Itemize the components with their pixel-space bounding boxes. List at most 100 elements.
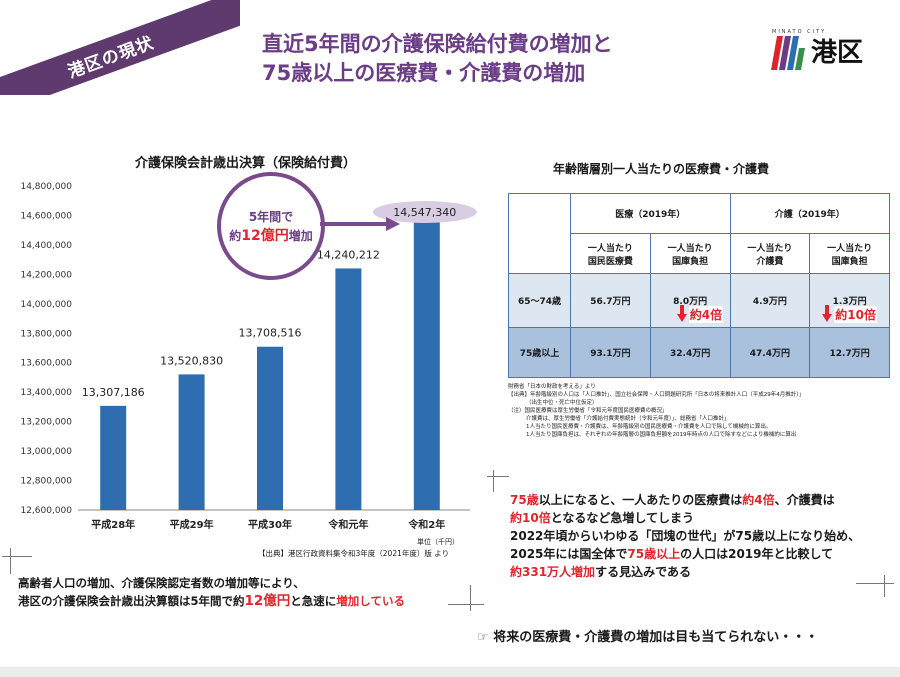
col-med-per-person-l2: 国民医療費 bbox=[587, 256, 633, 267]
x-tick-label: 平成28年 bbox=[91, 518, 135, 531]
med-treasury-cell: 32.4万円 bbox=[649, 327, 731, 378]
bar bbox=[413, 222, 440, 510]
y-tick-label: 13,800,000 bbox=[20, 329, 72, 339]
corner-mark bbox=[884, 575, 885, 597]
chart-title: 介護保険会計歳出決算（保険給付費） bbox=[135, 156, 357, 171]
data-label: 13,708,516 bbox=[239, 327, 302, 340]
col-care-treasury-l2: 国庫負担 bbox=[831, 256, 868, 267]
text-75: 75歳 bbox=[510, 493, 539, 507]
col-care-per-person: 一人当たり 介護費 bbox=[729, 233, 811, 274]
table-row: 75歳以上 93.1万円 32.4万円 47.4万円 12.7万円 bbox=[508, 327, 890, 378]
corner-mark bbox=[470, 585, 471, 611]
corner-mark bbox=[493, 470, 494, 492]
corner-mark bbox=[487, 476, 509, 477]
care-treasury-cell: 12.7万円 bbox=[809, 327, 890, 378]
note-line: 【出典】年齢階級別の人口は「人口推計」、国立社会保障・人口問題研究所「日本の将来… bbox=[508, 392, 805, 398]
col-med-treasury-l1: 一人当たり bbox=[667, 243, 713, 254]
data-label: 13,520,830 bbox=[160, 354, 223, 367]
care-treasury-value: 1.3万円 bbox=[832, 297, 867, 307]
callout-line-1: 5年間で bbox=[248, 209, 294, 224]
med-per-person-cell: 56.7万円 bbox=[570, 273, 651, 328]
unit-label: 単位（千円） bbox=[417, 538, 459, 546]
title-line-1: 直近5年間の介護保険給付費の増加と bbox=[262, 32, 613, 56]
x-tick-label: 平成30年 bbox=[248, 518, 292, 531]
y-tick-label: 14,200,000 bbox=[20, 270, 72, 280]
footer-band bbox=[0, 667, 900, 677]
age-cell: 65～74歳 bbox=[508, 273, 571, 328]
x-tick-label: 平成29年 bbox=[170, 518, 214, 531]
source-notes: 財務省「日本の財政を考える」より 【出典】年齢階級別の人口は「人口推計」、国立社… bbox=[508, 383, 898, 439]
group-care-header: 介護（2019年） bbox=[729, 193, 890, 234]
increase-callout: 5年間で 約12億円増加 bbox=[217, 172, 325, 280]
col-med-per-person: 一人当たり 国民医療費 bbox=[570, 233, 651, 274]
summary-line-5: 約331万人増加する見込みである bbox=[510, 563, 860, 581]
note-line: 1人当たり国民医療費・介護費は、年齢階級別の国民医療費・介護費を人口で除して機械… bbox=[526, 424, 772, 430]
text-fragment: 以上になると、一人あたりの医療費は bbox=[538, 493, 743, 507]
x-tick-label: 令和元年 bbox=[327, 518, 368, 531]
y-tick-label: 12,600,000 bbox=[20, 506, 72, 516]
y-tick-label: 13,400,000 bbox=[20, 388, 72, 398]
table-header-row-2: 一人当たり 国民医療費 一人当たり 国庫負担 一人当たり 介護費 一人当たり 国庫負担 bbox=[509, 233, 890, 274]
page-title: 直近5年間の介護保険給付費の増加と 75歳以上の医療費・介護費の増加 bbox=[262, 30, 613, 88]
care-per-person-cell: 47.4万円 bbox=[729, 327, 811, 378]
data-label: 14,547,340 bbox=[393, 206, 456, 219]
pointing-hand-icon: ☞ bbox=[477, 630, 489, 645]
text-fragment: 港区の介護保険会計歳出決算額は5年間で約 bbox=[18, 594, 245, 608]
y-tick-label: 14,000,000 bbox=[20, 300, 72, 310]
y-tick-label: 13,600,000 bbox=[20, 359, 72, 369]
table-title: 年齢階層別一人当たりの医療費・介護費 bbox=[553, 162, 770, 176]
logo-small-text: MINATO CITY bbox=[772, 29, 827, 35]
down-arrow-icon bbox=[676, 305, 687, 323]
ratio-care-note: 約10倍 bbox=[822, 305, 877, 323]
y-tick-label: 13,200,000 bbox=[20, 418, 72, 428]
logo-name: 港区 bbox=[811, 38, 864, 68]
bar bbox=[335, 268, 362, 510]
down-arrow-icon bbox=[822, 305, 833, 323]
col-care-per-person-l1: 一人当たり bbox=[747, 243, 793, 254]
bottom-message: ☞ 将来の医療費・介護費の増加は目も当てられない・・・ bbox=[477, 626, 818, 645]
summary-line-2: 約10倍となるなど急増してしまう bbox=[510, 509, 860, 527]
group-medical-header: 医療（2019年） bbox=[570, 193, 731, 234]
text-fragment: の人口は2019年と比較して bbox=[680, 547, 834, 561]
data-label: 14,240,212 bbox=[317, 248, 380, 261]
data-label: 13,307,186 bbox=[82, 386, 145, 399]
text-approx: 約 bbox=[510, 511, 523, 525]
note-line: 財務省「日本の財政を考える」より bbox=[508, 384, 596, 390]
callout-arrow-icon bbox=[320, 217, 400, 231]
y-tick-label: 14,400,000 bbox=[20, 241, 72, 251]
summary-line-3: 2022年頃からいわゆる「団塊の世代」が75歳以上になり始め、 bbox=[510, 529, 861, 543]
text-10x: 10倍 bbox=[522, 511, 551, 525]
callout-prefix: 約 bbox=[229, 228, 242, 243]
title-line-2: 75歳以上の医療費・介護費の増加 bbox=[262, 61, 586, 85]
value-highlight bbox=[372, 201, 477, 223]
text-12oku: 12億円 bbox=[244, 593, 291, 609]
ratio-care: 約10倍 bbox=[834, 305, 877, 323]
care-cost-summary: 高齢者人口の増加、介護保険認定者数の増加等により、 港区の介護保険会計歳出決算額… bbox=[18, 574, 405, 610]
corner-mark bbox=[448, 604, 484, 605]
bottom-message-text: 将来の医療費・介護費の増加は目も当てられない・・・ bbox=[493, 630, 819, 645]
text-fragment: 、介護費は bbox=[774, 493, 835, 507]
col-care-treasury: 一人当たり 国庫負担 bbox=[809, 233, 890, 274]
col-med-treasury-l2: 国庫負担 bbox=[672, 256, 709, 267]
corner-mark bbox=[856, 583, 894, 584]
note-line: 1人当たり国庫負担は、それぞれの年齢階層の国庫負担額を2019年時点の人口で除す… bbox=[526, 432, 797, 438]
text-75-plus: 75歳以上 bbox=[627, 547, 681, 561]
text-fragment: と急速に bbox=[290, 594, 337, 608]
age-cell: 75歳以上 bbox=[508, 327, 571, 378]
x-tick-label: 令和2年 bbox=[407, 518, 445, 531]
summary-line-4: 2025年には国全体で75歳以上の人口は2019年と比較して bbox=[510, 545, 860, 563]
callout-suffix: 増加 bbox=[288, 228, 313, 243]
text-fragment: する見込みである bbox=[595, 565, 691, 579]
y-tick-label: 12,800,000 bbox=[20, 477, 72, 487]
col-care-treasury-l1: 一人当たり bbox=[827, 243, 873, 254]
callout-amount: 12億円 bbox=[241, 227, 289, 244]
table-row: 65～74歳 56.7万円 8.0万円 約4倍 4.9万円 1.3万円 約10倍 bbox=[508, 273, 890, 328]
corner-mark bbox=[10, 548, 11, 574]
ribbon-label: 港区の現状 bbox=[65, 32, 157, 83]
med-treasury-cell: 8.0万円 約4倍 bbox=[649, 273, 731, 328]
note-line: 介護費は、厚生労働省「介護給付費実態統計（令和元年度）」、総務省「人口推計」 bbox=[526, 416, 730, 422]
text-increasing: 増加している bbox=[336, 594, 405, 608]
bar bbox=[100, 405, 127, 510]
care-treasury-cell: 1.3万円 約10倍 bbox=[809, 273, 890, 328]
bar-chart: 12,600,000 12,800,000 13,000,000 13,200,000… bbox=[20, 182, 477, 531]
